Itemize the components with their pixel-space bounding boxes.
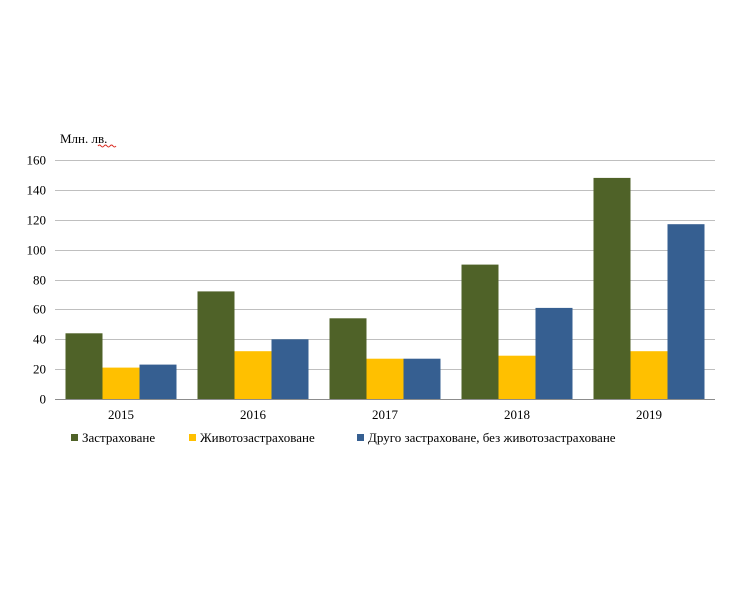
y-tick-label: 100 [27,243,47,258]
x-category-label: 2017 [372,407,399,422]
spellcheck-underline [97,144,117,148]
bar [197,291,235,399]
bar [630,351,668,399]
x-category-label: 2019 [636,407,662,422]
bar [65,333,103,399]
bar [366,358,404,399]
bar [667,224,705,399]
legend: Застраховане Животозастраховане Друго заст… [71,430,616,445]
bar [271,339,309,400]
y-tick-label: 40 [33,332,46,347]
y-tick-label: 60 [33,302,46,317]
y-tick-label: 20 [33,362,46,377]
x-category-label: 2016 [240,407,267,422]
legend-swatch [189,434,196,441]
bars [55,177,715,400]
bar [535,307,573,399]
y-tick-label: 160 [27,153,47,168]
y-axis-ticks: 0 20 40 60 80 100 120 140 160 [27,153,47,407]
legend-label: Друго застраховане, без животозастрахова… [368,430,616,445]
legend-swatch [357,434,364,441]
bar [403,358,441,399]
y-tick-label: 120 [27,213,47,228]
y-axis-unit-label: Млн. лв. [60,131,107,146]
gridlines [55,160,715,370]
x-axis-categories: 2015 2016 2017 2018 2019 [108,407,662,422]
bar [461,264,499,399]
legend-label: Животозастраховане [200,430,315,445]
bar [234,351,272,399]
x-category-label: 2015 [108,407,134,422]
bar [498,355,536,399]
y-tick-label: 140 [27,183,47,198]
bar [329,318,367,399]
y-tick-label: 0 [40,392,47,407]
x-category-label: 2018 [504,407,530,422]
y-tick-label: 80 [33,273,46,288]
bar [139,364,177,399]
bar [593,177,631,399]
bar [102,367,140,399]
legend-label: Застраховане [82,430,155,445]
legend-swatch [71,434,78,441]
